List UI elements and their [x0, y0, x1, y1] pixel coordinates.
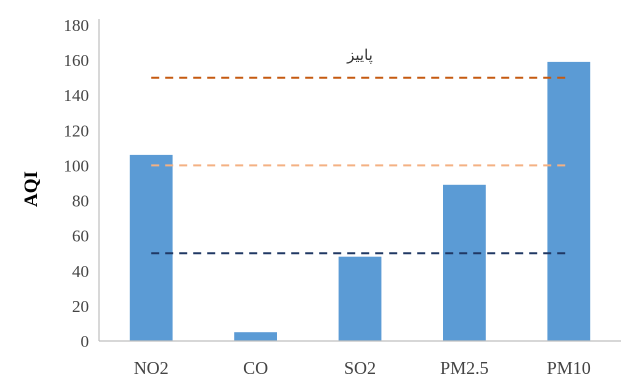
bar-so2 — [338, 256, 382, 341]
y-tick-label: 160 — [64, 51, 90, 70]
y-tick-label: 60 — [72, 227, 89, 246]
y-tick-label: 80 — [72, 192, 89, 211]
x-tick-label: PM2.5 — [440, 358, 489, 378]
x-tick-label: NO2 — [134, 358, 169, 378]
bar-no2 — [129, 154, 173, 341]
y-tick-label: 100 — [64, 156, 90, 175]
x-tick-label: SO2 — [344, 358, 376, 378]
bar-co — [234, 332, 277, 341]
y-tick-label: 40 — [72, 262, 89, 281]
bar-pm10 — [547, 61, 591, 342]
y-tick-label: 0 — [81, 332, 90, 351]
x-tick-label: PM10 — [547, 358, 591, 378]
x-tick-label: CO — [243, 358, 268, 378]
y-tick-label: 180 — [64, 16, 90, 35]
y-tick-label: 20 — [72, 297, 89, 316]
y-axis-title: AQI — [21, 171, 42, 207]
chart-annotation: پاییز — [346, 48, 373, 64]
y-tick-label: 140 — [64, 86, 90, 105]
y-tick-label: 120 — [64, 121, 90, 140]
bar-pm25 — [443, 184, 486, 341]
